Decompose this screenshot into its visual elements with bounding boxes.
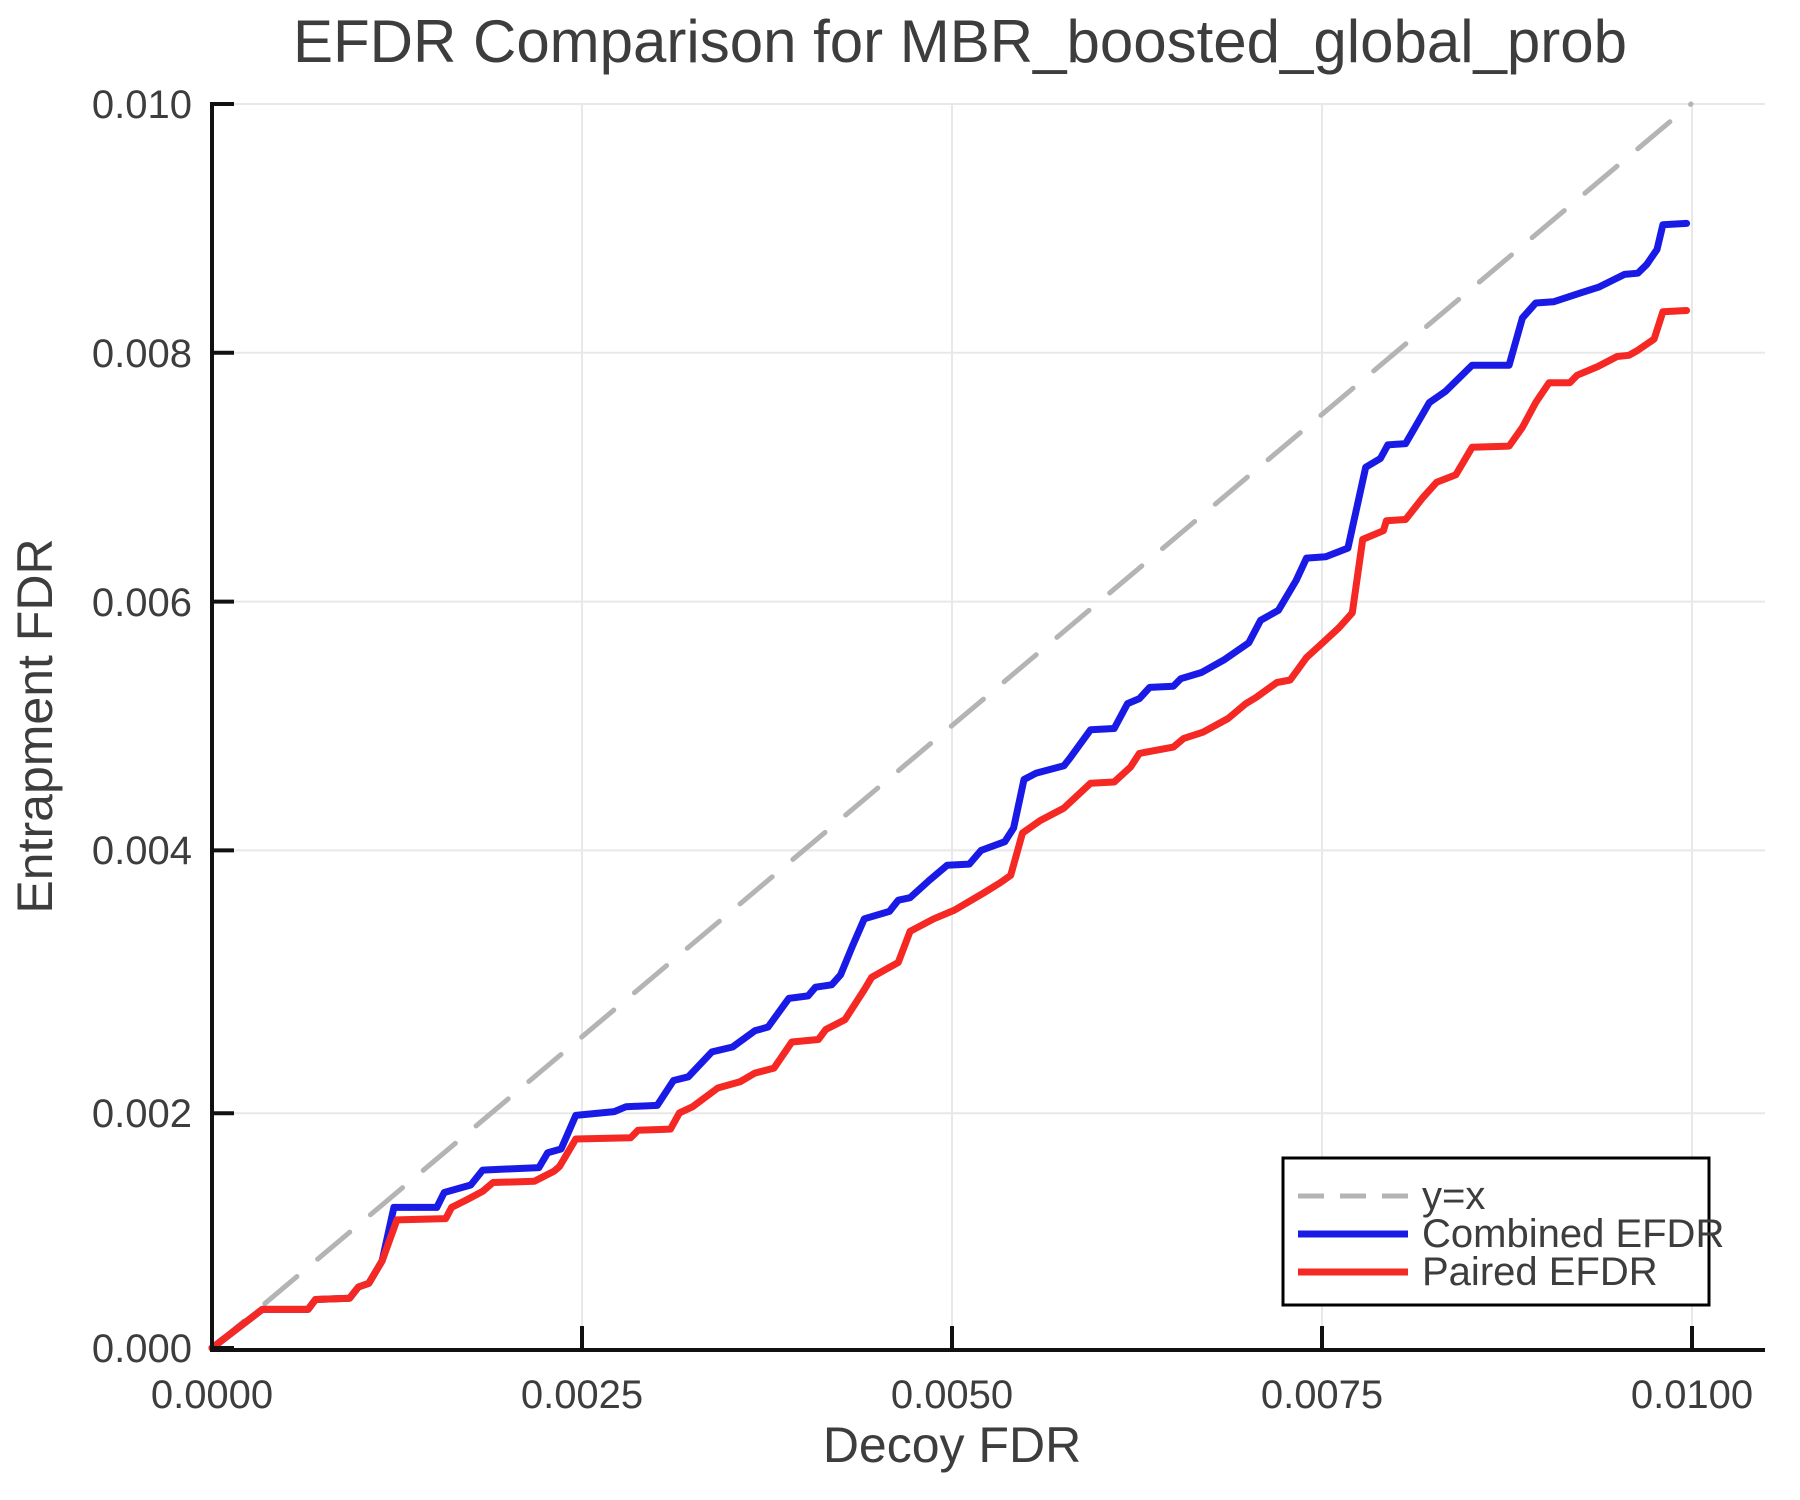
- x-tick-label-00075: 0.0075: [1261, 1373, 1383, 1417]
- legend-label-paired-efdr: Paired EFDR: [1422, 1250, 1658, 1294]
- gridlines: [212, 103, 1765, 1348]
- y-tick-label-0010: 0.010: [92, 83, 192, 127]
- y-tick-label-0002: 0.002: [92, 1092, 192, 1136]
- x-tick-label-00100: 0.0100: [1631, 1373, 1753, 1417]
- legend-label-identity-line: y=x: [1422, 1174, 1485, 1218]
- x-tick-label-00050: 0.0050: [891, 1373, 1013, 1417]
- series-line-y-x: [209, 101, 1694, 1351]
- y-tick-label-0008: 0.008: [92, 332, 192, 376]
- y-tick-label-0000: 0.000: [92, 1327, 192, 1371]
- x-tick-label-00025: 0.0025: [521, 1373, 643, 1417]
- x-axis-label: Decoy FDR: [823, 1417, 1081, 1473]
- y-tick-label-0004: 0.004: [92, 829, 192, 873]
- y-axis-label: Entrapment FDR: [7, 538, 63, 913]
- chart-title: EFDR Comparison for MBR_boosted_global_p…: [293, 8, 1627, 75]
- y-tick-labels: 0.010 0.008 0.006 0.004 0.002 0.000: [92, 83, 192, 1371]
- y-tick-label-0006: 0.006: [92, 581, 192, 625]
- legend: y=x Combined EFDR Paired EFDR: [1281, 1156, 1724, 1307]
- x-tick-label-00000: 0.0000: [151, 1373, 273, 1417]
- legend-label-combined-efdr: Combined EFDR: [1422, 1212, 1724, 1256]
- tick-marks: [210, 102, 1694, 1350]
- axis-spines: [210, 102, 1765, 1352]
- series-line-combined-efdr: [208, 219, 1691, 1352]
- series-layer: [208, 101, 1694, 1352]
- series-line-paired-efdr: [208, 307, 1691, 1352]
- x-tick-labels: 0.0000 0.0025 0.0050 0.0075 0.0100: [151, 1373, 1753, 1417]
